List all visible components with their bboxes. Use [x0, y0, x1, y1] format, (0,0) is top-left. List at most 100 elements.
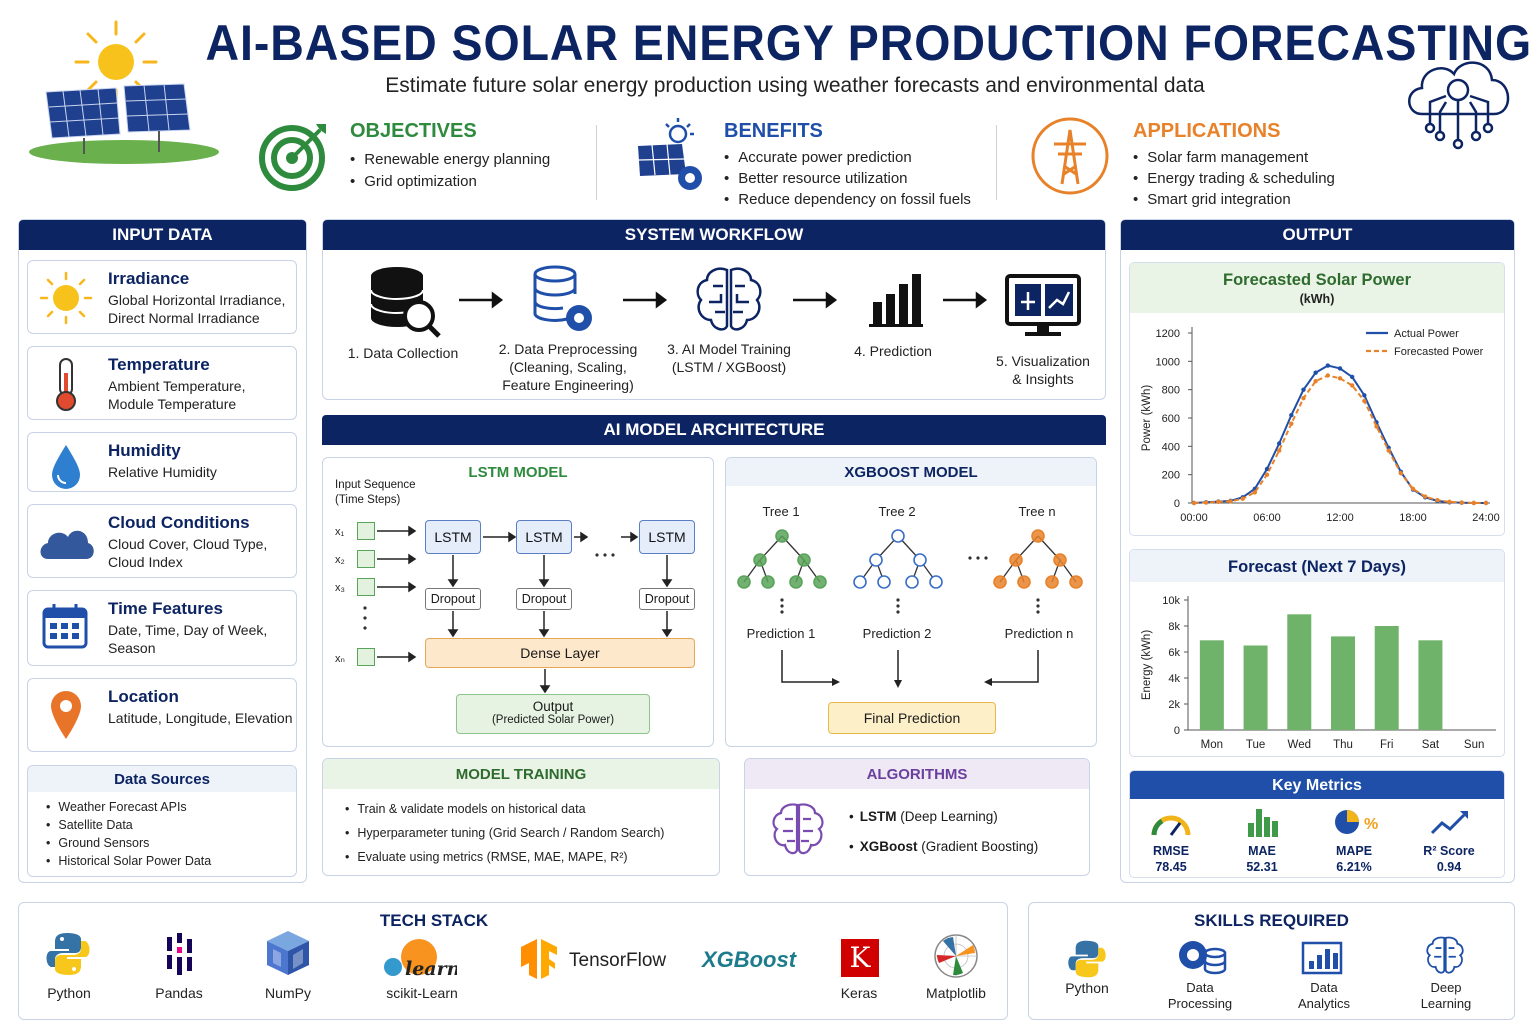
python-icon [1068, 940, 1106, 978]
bar-mon [1199, 640, 1224, 730]
benefits-title: BENEFITS [724, 120, 823, 142]
y-tick-label: 10k [1162, 595, 1180, 607]
y-tick-label: 0 [1174, 725, 1180, 737]
metric-name: MAPE [1335, 844, 1373, 858]
bar-chart-icon [1248, 809, 1278, 837]
data-source-item: Weather Forecast APIs [46, 798, 211, 816]
xgboost-title: XGBOOST MODEL [844, 464, 978, 481]
power-tower-icon [1030, 116, 1110, 196]
legend-label: Forecasted Power [1394, 346, 1484, 358]
tree-dot [968, 556, 972, 560]
x-tick-label: 24:00 [1472, 512, 1500, 524]
algorithm-detail: (Gradient Boosting) [917, 839, 1039, 854]
matplotlib-icon [934, 934, 978, 978]
data-point [1203, 500, 1209, 505]
tree-node [761, 575, 775, 589]
input-data-title: INPUT DATA [19, 220, 306, 250]
tree-dot [780, 598, 784, 602]
output-panel: OUTPUT Forecasted Solar Power (kWh) Powe… [1120, 219, 1515, 883]
tree-node [913, 553, 927, 567]
tree-node [853, 575, 867, 589]
y-tick-label: 1000 [1156, 356, 1180, 368]
bar-thu [1331, 636, 1355, 730]
input-card-time: Time Features Date, Time, Day of Week, S… [27, 590, 297, 666]
data-point [1447, 499, 1452, 505]
model-training-title: MODEL TRAINING [455, 766, 587, 783]
tech-label: Pandas [155, 985, 203, 1001]
skills-panel: SKILLS REQUIRED Python Data Processing D… [1028, 902, 1515, 1020]
solar-gear-icon [632, 116, 712, 196]
metric-name: RMSE [1152, 844, 1190, 858]
sun-icon [39, 271, 93, 325]
algorithm-item-lstm: • LSTM (Deep Learning) [849, 809, 998, 824]
gauge-icon [1151, 815, 1191, 836]
series-line-actual [1193, 364, 1486, 504]
input-card-title: Cloud Conditions [108, 513, 250, 532]
xgboost-model-box: XGBOOST MODEL Tree 1 Tree 2 Tree n Predi… [725, 457, 1097, 747]
database-search-icon [370, 267, 441, 338]
input-card-title: Location [108, 687, 179, 706]
scikit-learn-icon: learn [384, 939, 457, 980]
numpy-icon [267, 931, 309, 975]
objectives-title: OBJECTIVES [350, 120, 477, 142]
benefit-item: Reduce dependency on fossil fuels [724, 189, 994, 210]
workflow-step-2: 2. Data Preprocessing (Cleaning, Scaling… [498, 341, 638, 393]
y-tick-label: 400 [1162, 441, 1180, 453]
brain-icon [1426, 936, 1464, 974]
architecture-panel: AI MODEL ARCHITECTURE LSTM MODEL Input S… [322, 415, 1106, 749]
tree-dot [896, 604, 900, 608]
tree-n-label: Tree n [1018, 504, 1056, 519]
python-icon [46, 933, 90, 975]
tree-node [737, 575, 751, 589]
analytics-icon [1301, 941, 1343, 975]
tech-label: Python [47, 985, 91, 1001]
data-point [1422, 494, 1428, 499]
tree-node [789, 575, 803, 589]
tech-stack-panel: TECH STACK Python Pandas NumPy learn sci… [18, 902, 1008, 1020]
page-subtitle: Estimate future solar energy production … [385, 74, 1205, 97]
dropout-layer-n: Dropout [639, 588, 695, 610]
tech-label: scikit-Learn [386, 985, 458, 1001]
data-point [1337, 366, 1343, 371]
thermometer-icon [56, 358, 76, 411]
power-chart-title: Forecasted Solar Power [1223, 271, 1411, 289]
tech-label: NumPy [265, 985, 311, 1001]
algorithm-name: XGBoost [859, 839, 918, 854]
tree-1-label: Tree 1 [762, 504, 800, 519]
metric-rmse: RMSE 78.45 [1126, 843, 1216, 875]
power-line-chart: Power (kWh) 0 200 400 600 800 1000 1200 00:00 06:… [1141, 327, 1500, 524]
monitor-dashboard-icon [1005, 274, 1081, 336]
tree-dot [984, 556, 988, 560]
tree-dot [1036, 598, 1040, 602]
data-source-item: Historical Solar Power Data [46, 852, 211, 870]
location-pin-icon [51, 691, 81, 739]
skill-label: Python [1065, 980, 1109, 996]
input-card-irradiance: Irradiance Global Horizontal Irradiance,… [27, 260, 297, 334]
tree-node [1069, 575, 1083, 589]
algorithm-item-xgboost: • XGBoost (Gradient Boosting) [849, 839, 1039, 854]
input-xn: xₙ [335, 653, 345, 665]
input-x1: x₁ [335, 526, 345, 538]
workflow-step-4: 4. Prediction [854, 343, 932, 359]
pie-percent-icon: % [1335, 810, 1378, 834]
tensorflow-label: TensorFlow [569, 950, 667, 971]
workflow-step-3: 3. AI Model Training (LSTM / XGBoost) [667, 341, 791, 375]
y-tick-label: 1200 [1156, 328, 1180, 340]
data-point [1264, 472, 1270, 477]
dense-layer: Dense Layer [425, 638, 695, 668]
tree-arrow [990, 650, 1039, 683]
x-tick-label: 12:00 [1326, 512, 1354, 524]
page-title: AI-BASED SOLAR ENERGY PRODUCTION FORECAS… [205, 15, 1533, 71]
metric-value: 6.21% [1336, 860, 1372, 874]
tree-dot [1036, 604, 1040, 608]
data-sources-box: Data Sources Weather Forecast APIs Satel… [27, 765, 297, 877]
algorithm-name: LSTM [859, 809, 897, 824]
database-gear-icon [533, 265, 592, 331]
input-card-desc: Global Horizontal Irradiance, Direct Nor… [108, 292, 286, 326]
x-tick-label: Sat [1422, 739, 1440, 751]
week-chart-title: Forecast (Next 7 Days) [1228, 558, 1406, 576]
bar-tue [1243, 645, 1268, 730]
sun-icon [74, 20, 158, 104]
data-source-item: Ground Sensors [46, 834, 211, 852]
tree-node [797, 553, 811, 567]
